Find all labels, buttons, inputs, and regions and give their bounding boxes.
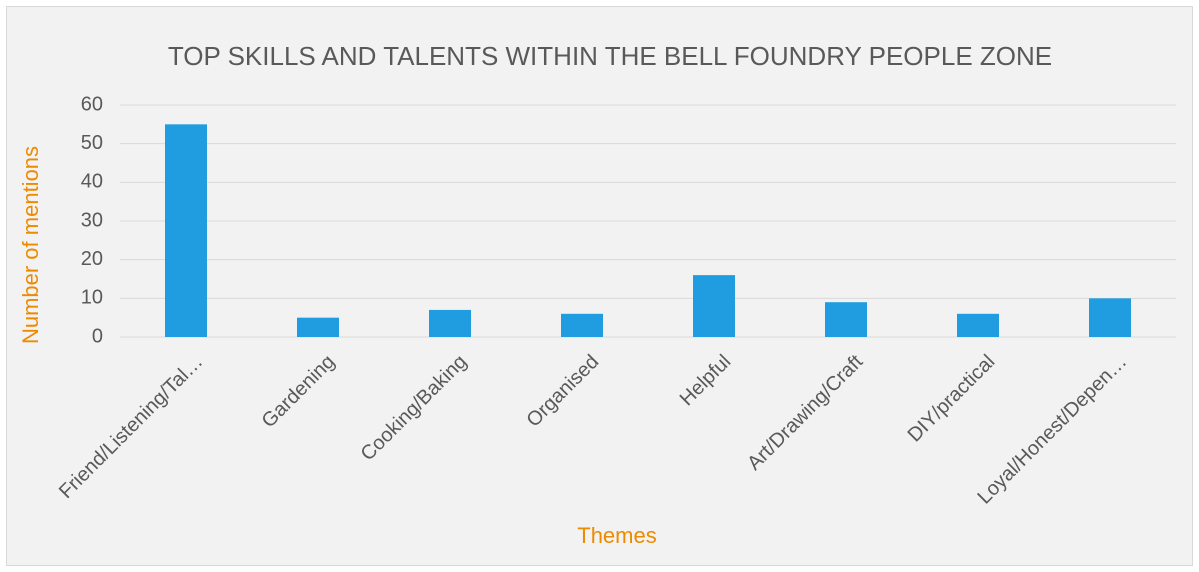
x-tick-label: Cooking/Baking (357, 351, 472, 466)
bar (825, 302, 867, 337)
bar (297, 317, 339, 337)
bar (957, 313, 999, 337)
x-tick-label: Friend/Listening/Tal… (55, 351, 207, 503)
bar (561, 313, 603, 337)
x-tick-label: Helpful (676, 351, 736, 411)
x-tick-label: Gardening (258, 351, 340, 433)
x-tick-label: DIY/practical (904, 351, 1000, 447)
y-tick-label: 30 (81, 209, 103, 231)
bar (693, 275, 735, 337)
bar (429, 309, 471, 337)
bar (1089, 298, 1131, 337)
y-tick-label: 60 (81, 93, 103, 115)
y-tick-label: 10 (81, 287, 103, 309)
y-tick-label: 0 (92, 325, 103, 347)
x-tick-label: Loyal/Honest/Depen… (973, 351, 1131, 509)
y-tick-label: 40 (81, 171, 103, 193)
y-axis-label: Number of mentions (18, 146, 43, 344)
x-tick-label: Art/Drawing/Craft (743, 350, 867, 474)
chart-title: TOP SKILLS AND TALENTS WITHIN THE BELL F… (167, 41, 1053, 71)
x-tick-label: Organised (522, 351, 603, 432)
y-tick-label: 20 (81, 248, 103, 270)
bar (165, 124, 207, 337)
x-axis-label: Themes (577, 523, 656, 548)
y-tick-label: 50 (81, 132, 103, 154)
